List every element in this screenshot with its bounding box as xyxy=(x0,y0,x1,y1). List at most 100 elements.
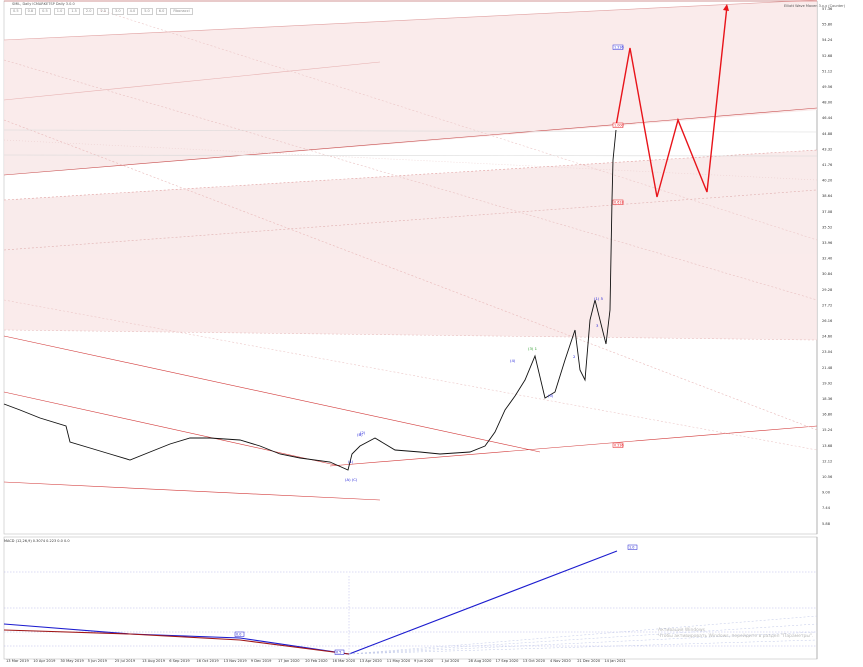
subwindow-box-label: 0.0 xyxy=(236,633,241,637)
toolbar-button-6[interactable]: 2.5 xyxy=(97,8,110,15)
channel-line-12 xyxy=(99,9,818,241)
price-series xyxy=(3,129,617,471)
watermark-line2: Чтобы активировать Windows, перейдите в … xyxy=(658,634,814,639)
subwindow-gridlines xyxy=(4,571,817,660)
wave-label: (B) xyxy=(357,432,363,437)
watermark-line1: Активация Windows xyxy=(658,628,705,633)
channel-line-1 xyxy=(3,61,381,101)
price-axis-label: 33.96 xyxy=(822,241,833,245)
subwindow-box xyxy=(627,544,638,550)
channel-line-13 xyxy=(3,299,818,451)
price-axis-label: 54.24 xyxy=(822,38,833,42)
toolbar-button-9[interactable]: 5.0 xyxy=(141,8,153,15)
fib-box xyxy=(612,199,624,205)
toolbar-button-8[interactable]: 4.0 xyxy=(126,8,139,15)
fib-box-label: 0.618 xyxy=(614,201,624,205)
activation-watermark: Активация Windows Чтобы активировать Win… xyxy=(658,628,813,640)
price-axis-label: 43.32 xyxy=(822,147,832,151)
subwindow-box-label: 0.5 xyxy=(336,651,341,655)
time-axis-label: 13 Mar 2019 xyxy=(6,659,29,663)
time-axis-label: 9 Jun 2020 xyxy=(414,659,434,663)
wave-label: (A) (C) xyxy=(345,477,358,482)
price-axis-label: 52.68 xyxy=(822,54,833,58)
channel-line-10 xyxy=(3,119,818,431)
indicator-subwindow[interactable]: 1.0 0.0 0.5 xyxy=(0,536,863,660)
toolbar-button-3[interactable]: 1.0 xyxy=(53,8,66,15)
toolbar-button-2[interactable]: 0.5 xyxy=(39,8,51,15)
toolbar-button-10[interactable]: 6.0 xyxy=(155,8,168,15)
channel-line-15 xyxy=(3,129,818,133)
subwindow-box xyxy=(334,649,345,655)
price-axis-label: 55.80 xyxy=(822,23,833,27)
price-axis-label: 13.68 xyxy=(822,444,833,448)
toolbar-button-7[interactable]: 3.0 xyxy=(112,8,124,15)
time-axis-label: 13 Aug 2019 xyxy=(142,659,166,663)
time-axis-label: 14 Jan 2021 xyxy=(604,659,626,663)
time-axis-label: 16 Mar 2020 xyxy=(332,659,355,663)
time-axis-label: 28 Aug 2020 xyxy=(468,659,492,663)
toolbar-button-11[interactable]: Fibonacci xyxy=(170,8,193,15)
price-axis-label: 44.88 xyxy=(822,132,833,136)
channel-lines xyxy=(3,0,818,501)
toolbar-button-5[interactable]: 2.0 xyxy=(82,8,95,15)
price-axis-label: 10.56 xyxy=(822,475,833,479)
time-axis-label: 11 May 2020 xyxy=(387,659,411,663)
time-axis-label: 6 Sep 2019 xyxy=(169,659,190,663)
price-axis-label: 32.40 xyxy=(822,257,833,261)
wave-labels: (B) (A) (C) (1) (2) (3) 1 (4) (5) (1) 5 2 3 xyxy=(345,296,604,482)
fib-box xyxy=(612,44,624,50)
wave-label: 2 xyxy=(573,354,576,359)
subwindow-box xyxy=(234,631,245,637)
wave-label: (1) xyxy=(348,459,354,464)
time-axis-label: 20 Feb 2020 xyxy=(305,659,328,663)
channel-line-16 xyxy=(3,154,818,157)
time-axis-label: 13 Oct 2020 xyxy=(523,659,546,663)
toolbar-button-1[interactable]: 0.8 xyxy=(24,8,37,15)
channel-line-9 xyxy=(3,481,381,501)
price-axis-label: 15.24 xyxy=(822,428,833,432)
channel-line-11 xyxy=(3,59,818,301)
indicator-line-blue xyxy=(3,550,618,655)
price-axis-label: 26.16 xyxy=(822,319,833,323)
toolbar-button-0[interactable]: 0.5 xyxy=(10,8,22,15)
time-axis-label: 9 Dec 2019 xyxy=(251,659,272,663)
price-axis-label: 38.64 xyxy=(822,194,833,198)
channel-line-0 xyxy=(3,0,818,41)
price-axis-label: 24.60 xyxy=(822,335,833,339)
price-axis-label: 5.88 xyxy=(822,522,831,526)
price-axis-label: 9.00 xyxy=(822,491,831,495)
fib-box-label: 0.236 xyxy=(614,444,624,448)
time-axis-label: 16 Oct 2019 xyxy=(196,659,219,663)
price-axis: 57.36 55.80 54.24 52.68 51.12 49.56 48.00 46.44… xyxy=(822,7,833,526)
time-axis-label: 13 Nov 2019 xyxy=(224,659,248,663)
channel-line-6 xyxy=(3,335,541,453)
fib-box-labels: 1.236 1.000 0.618 0.236 xyxy=(612,44,624,448)
projection-arrowhead xyxy=(723,4,729,11)
fib-box xyxy=(612,442,624,448)
time-axis-label: 17 Sep 2020 xyxy=(496,659,519,663)
wave-label: (3) 1 xyxy=(528,346,538,351)
fib-box xyxy=(612,122,624,128)
time-axis-label: 10 Apr 2019 xyxy=(33,659,56,663)
toolbar-button-4[interactable]: 1.5 xyxy=(68,8,80,15)
time-axis-label: 5 Jun 2019 xyxy=(88,659,108,663)
price-axis-label: 41.76 xyxy=(822,163,833,167)
price-axis-label: 46.44 xyxy=(822,116,833,120)
channel-line-8 xyxy=(329,425,818,467)
subwindow-title: MACD (12,26,9) 0.3074 0.223 0.0 0.0 xyxy=(4,539,70,543)
price-axis-label: 48.00 xyxy=(822,101,833,105)
time-axis-label: 21 Dec 2020 xyxy=(577,659,601,663)
channel-line-2 xyxy=(3,107,818,176)
fib-box-label: 1.236 xyxy=(614,46,624,50)
price-axis-label: 37.08 xyxy=(822,210,833,214)
time-axis-label: 25 Jul 2019 xyxy=(115,659,136,663)
price-axis-label: 21.48 xyxy=(822,366,833,370)
price-axis-label: 30.84 xyxy=(822,272,833,276)
time-axis-label: 1 Jul 2020 xyxy=(441,659,460,663)
price-axis-label: 23.04 xyxy=(822,350,833,354)
price-axis-label: 7.44 xyxy=(822,506,831,510)
subwindow-box-labels: 1.0 0.0 0.5 xyxy=(234,544,638,655)
price-axis-label: 49.56 xyxy=(822,85,833,89)
chart-title: SMIL, Daily ICMARKETSP Daily 3.0.0 xyxy=(12,2,75,6)
